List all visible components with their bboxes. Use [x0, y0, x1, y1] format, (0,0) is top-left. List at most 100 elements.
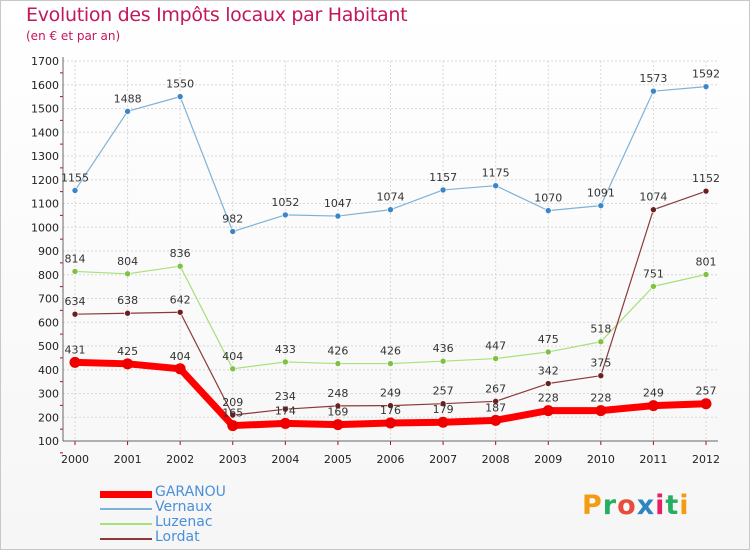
- data-label-vernaux: 1157: [429, 171, 457, 184]
- point-garanou: [385, 417, 396, 429]
- point-lordat: [492, 398, 499, 405]
- point-lordat: [702, 187, 710, 195]
- data-label-lordat: 1074: [639, 191, 667, 204]
- point-vernaux: [544, 207, 552, 214]
- data-label-garanou: 249: [643, 387, 664, 400]
- data-label-garanou: 169: [327, 406, 348, 419]
- data-label-luzenac: 801: [696, 256, 717, 269]
- legend-label: GARANOU: [155, 484, 226, 500]
- y-tick-label: 1600: [31, 79, 59, 92]
- data-label-garanou: 228: [590, 392, 611, 405]
- point-lordat: [439, 400, 447, 408]
- x-tick-label: 2008: [482, 453, 510, 466]
- y-tick-label: 200: [38, 411, 59, 424]
- data-label-garanou: 431: [65, 343, 86, 356]
- data-label-lordat: 638: [117, 294, 138, 307]
- data-label-vernaux: 982: [222, 213, 243, 226]
- y-tick-label: 1400: [31, 126, 59, 139]
- point-luzenac: [702, 271, 710, 278]
- point-garanou: [279, 417, 291, 429]
- x-tick-label: 2004: [271, 453, 299, 466]
- logo-letter: i: [679, 490, 690, 521]
- point-vernaux: [124, 108, 131, 115]
- data-label-lordat: 234: [275, 390, 296, 403]
- data-label-luzenac: 404: [222, 350, 243, 363]
- point-vernaux: [176, 93, 184, 100]
- x-tick-label: 2000: [61, 453, 89, 466]
- data-label-luzenac: 436: [433, 342, 454, 355]
- chart-subtitle: (en € et par an): [26, 29, 121, 43]
- x-tick-label: 2009: [534, 453, 562, 466]
- legend-label: Vernaux: [155, 499, 213, 515]
- legend-label: Lordat: [155, 529, 200, 545]
- data-labels: 1155 1488 1550 982 1052 1047 1074 1157 1175 1070 1…: [61, 68, 720, 420]
- data-label-lordat: 257: [433, 385, 454, 398]
- data-label-vernaux: 1070: [534, 192, 562, 205]
- data-label-luzenac: 814: [65, 252, 86, 265]
- y-tick-label: 800: [38, 269, 59, 282]
- point-luzenac: [544, 348, 552, 356]
- data-label-garanou: 404: [170, 350, 191, 363]
- data-label-lordat: 634: [65, 295, 86, 308]
- x-tick-label: 2006: [377, 453, 405, 466]
- data-label-lordat: 642: [170, 293, 191, 306]
- data-label-lordat: 342: [538, 365, 559, 378]
- y-tick-label: 500: [38, 340, 59, 353]
- data-label-lordat: 209: [222, 396, 243, 409]
- point-lordat: [597, 372, 605, 379]
- data-label-vernaux: 1488: [114, 92, 142, 105]
- point-vernaux: [282, 211, 289, 219]
- point-garanou: [647, 400, 659, 412]
- axes: 1002003004005006007008009001000110012001…: [31, 55, 720, 466]
- point-garanou: [490, 414, 502, 426]
- series: [69, 83, 712, 432]
- x-tick-label: 2012: [692, 453, 720, 466]
- point-lordat: [124, 309, 131, 317]
- point-luzenac: [282, 358, 289, 366]
- data-label-vernaux: 1047: [324, 197, 352, 210]
- legend-label: Luzenac: [155, 514, 213, 530]
- data-label-vernaux: 1155: [61, 171, 89, 184]
- point-luzenac: [229, 365, 237, 373]
- point-vernaux: [334, 212, 342, 220]
- point-luzenac: [387, 360, 394, 367]
- point-vernaux: [650, 87, 657, 95]
- point-vernaux: [71, 187, 79, 194]
- chart-title: Evolution des Impôts locaux par Habitant: [26, 4, 408, 26]
- point-vernaux: [492, 182, 499, 189]
- point-luzenac: [124, 270, 131, 278]
- point-lordat: [334, 402, 342, 410]
- data-label-vernaux: 1052: [271, 196, 299, 209]
- point-garanou: [437, 416, 449, 428]
- y-tick-label: 300: [38, 388, 59, 401]
- data-label-lordat: 375: [590, 357, 611, 370]
- y-tick-label: 1000: [31, 221, 59, 234]
- data-label-garanou: 179: [433, 403, 454, 416]
- y-tick-label: 1300: [31, 150, 59, 163]
- logo-letter: x: [636, 490, 656, 521]
- point-lordat: [229, 411, 237, 419]
- x-tick-label: 2011: [639, 453, 667, 466]
- point-lordat: [544, 380, 552, 387]
- point-garanou: [174, 363, 186, 375]
- logo-letter: t: [665, 490, 680, 521]
- data-label-luzenac: 804: [117, 255, 138, 268]
- point-lordat: [650, 206, 657, 213]
- y-tick-label: 1500: [31, 103, 59, 116]
- point-vernaux: [229, 228, 237, 235]
- logo-letter: i: [655, 490, 666, 521]
- x-tick-label: 2003: [219, 453, 247, 466]
- point-vernaux: [439, 186, 447, 194]
- logo-letter: P: [582, 490, 603, 521]
- data-label-vernaux: 1091: [587, 187, 615, 200]
- data-label-lordat: 1152: [692, 172, 720, 185]
- y-tick-label: 400: [38, 364, 59, 377]
- point-garanou: [122, 358, 134, 370]
- y-tick-label: 700: [38, 293, 59, 306]
- point-garanou: [332, 419, 344, 431]
- data-label-garanou: 187: [485, 401, 506, 414]
- point-luzenac: [439, 357, 447, 365]
- point-luzenac: [650, 283, 657, 290]
- point-garanou: [542, 405, 554, 417]
